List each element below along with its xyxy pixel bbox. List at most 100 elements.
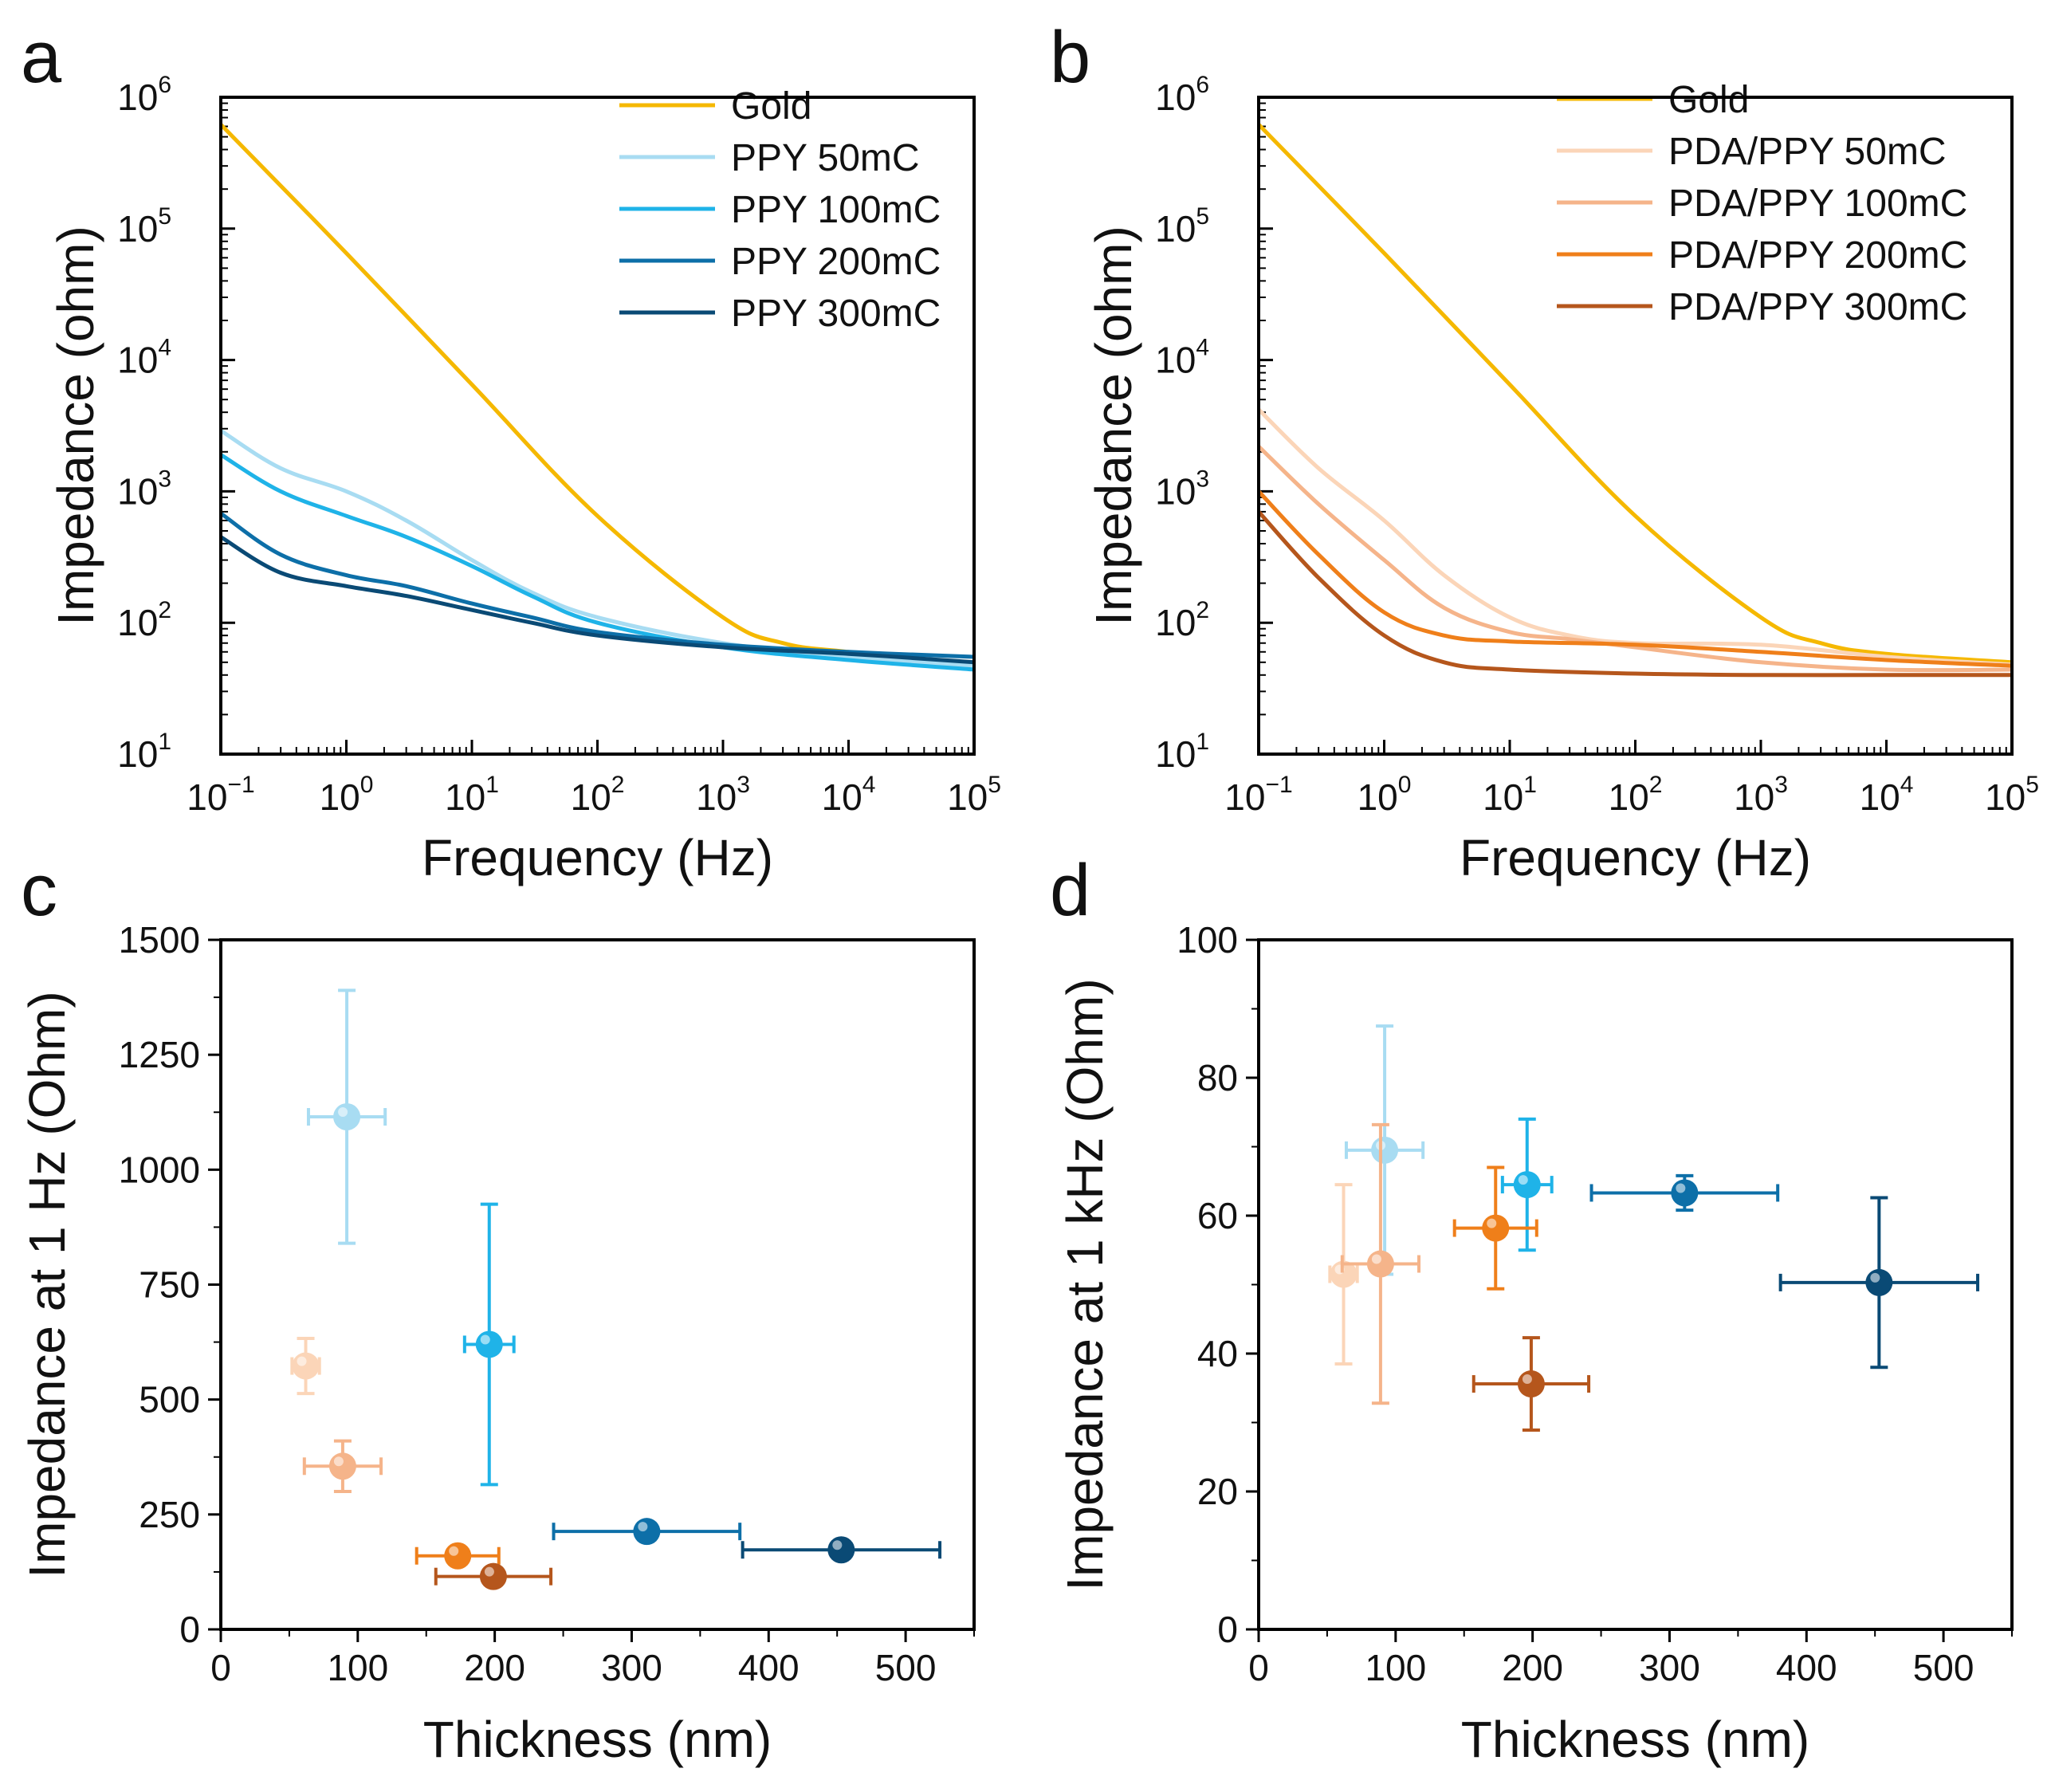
y-tick-label: 104 xyxy=(117,335,171,381)
x-tick-label: 100 xyxy=(320,772,374,818)
data-point-pda-ppy-50mc xyxy=(290,1336,321,1396)
data-point-ppy-50mc xyxy=(1344,1024,1425,1276)
y-tick-label: 80 xyxy=(1197,1057,1238,1098)
series-line-ppy-300mc xyxy=(221,535,974,665)
x-tick-label: 100 xyxy=(1365,1647,1426,1688)
marker xyxy=(1671,1179,1699,1207)
legend-label: PDA/PPY 200mC xyxy=(1668,234,1967,277)
marker xyxy=(1513,1171,1541,1199)
y-tick-label: 0 xyxy=(1217,1609,1238,1650)
x-tick-label: 500 xyxy=(875,1647,937,1688)
ticks: 10−1 100 101 102 103 104 105 101 102 103 104 105 106 xyxy=(117,72,1001,818)
legend-label: PPY 50mC xyxy=(731,137,920,179)
x-tick-label: 10−1 xyxy=(1224,772,1292,818)
marker xyxy=(444,1542,472,1570)
series-line-ppy-100mc xyxy=(221,453,974,672)
marker xyxy=(328,1452,356,1480)
data-point-ppy-200mc xyxy=(552,1518,742,1546)
y-tick-label: 0 xyxy=(179,1609,200,1650)
y-tick-label: 101 xyxy=(117,729,171,775)
data-point-pda-ppy-100mc xyxy=(1340,1122,1421,1405)
data-point-pda-ppy-300mc xyxy=(1471,1336,1591,1432)
legend-label: Gold xyxy=(1668,79,1749,121)
x-axis-title: Thickness (nm) xyxy=(1461,1711,1809,1768)
panel-letter: c xyxy=(21,850,57,931)
x-tick-label: 10−1 xyxy=(187,772,254,818)
legend-label: PPY 100mC xyxy=(731,189,941,231)
legend-label: PDA/PPY 300mC xyxy=(1668,286,1967,328)
y-tick-label: 104 xyxy=(1155,335,1209,381)
x-axis-title: Frequency (Hz) xyxy=(422,829,773,886)
marker-highlight xyxy=(1676,1183,1686,1193)
y-tick-label: 105 xyxy=(1155,203,1209,250)
marker-highlight xyxy=(1518,1175,1528,1185)
marker xyxy=(1482,1214,1510,1242)
y-tick-label: 1000 xyxy=(119,1149,200,1190)
x-tick-label: 104 xyxy=(1860,772,1914,818)
data-point-ppy-300mc xyxy=(741,1536,942,1564)
y-tick-label: 1500 xyxy=(119,919,200,961)
ticks: 0 100 200 300 400 500 0 20 40 60 80 100 xyxy=(1177,919,2013,1688)
x-axis-title: Frequency (Hz) xyxy=(1460,829,1811,886)
panel-letter: b xyxy=(1050,17,1090,98)
marker-highlight xyxy=(1371,1254,1381,1264)
x-tick-label: 104 xyxy=(822,772,876,818)
legend-label: Gold xyxy=(731,85,811,128)
y-tick-label: 750 xyxy=(139,1264,200,1306)
y-axis-title: Impedance at 1 kHz (Ohm) xyxy=(1056,978,1114,1590)
marker-highlight xyxy=(297,1356,307,1366)
x-tick-label: 103 xyxy=(696,772,750,818)
legend-label: PDA/PPY 50mC xyxy=(1668,131,1947,173)
y-tick-label: 103 xyxy=(1155,466,1209,512)
ticks: 10−1 100 101 102 103 104 105 101 102 103 104 105 106 xyxy=(1155,72,2039,818)
marker-highlight xyxy=(638,1522,648,1532)
marker-highlight xyxy=(449,1546,459,1556)
plot-area xyxy=(1259,123,2012,678)
panel-letter: a xyxy=(21,17,62,98)
marker-highlight xyxy=(1870,1272,1880,1283)
marker xyxy=(1371,1136,1399,1164)
x-tick-label: 103 xyxy=(1734,772,1788,818)
data-point-pda-ppy-200mc xyxy=(1452,1165,1538,1291)
marker-highlight xyxy=(1522,1374,1532,1385)
legend: Gold PPY 50mC PPY 100mC PPY 200mC PPY 300mC xyxy=(619,85,941,335)
panel-c: c 0 100 200 300 400 500 0 250 500 750 1000 1250 1500 T… xyxy=(18,850,976,1768)
x-tick-label: 105 xyxy=(1985,772,2039,818)
y-axis-title: Impedance at 1 Hz (Ohm) xyxy=(18,991,76,1578)
y-tick-label: 20 xyxy=(1197,1471,1238,1512)
marker xyxy=(827,1536,855,1564)
y-tick-label: 105 xyxy=(117,203,171,250)
panel-a: a10−1 100 101 102 103 104 10510110210310410510… xyxy=(21,17,1001,886)
y-tick-label: 106 xyxy=(117,72,171,118)
y-tick-label: 102 xyxy=(117,597,171,643)
x-axis-title: Thickness (nm) xyxy=(423,1711,772,1768)
plot-frame xyxy=(219,938,976,1631)
plot-area xyxy=(1328,1024,1980,1432)
marker-highlight xyxy=(333,1456,344,1467)
y-tick-label: 100 xyxy=(1177,919,1238,961)
series-line-gold xyxy=(1259,123,2012,665)
marker xyxy=(333,1103,361,1131)
x-tick-label: 102 xyxy=(571,772,625,818)
marker-highlight xyxy=(832,1540,843,1550)
series-line-pda-ppy-100mc xyxy=(1259,445,2012,673)
plot-frame xyxy=(1257,938,2014,1631)
marker-highlight xyxy=(480,1334,490,1345)
data-point-pda-ppy-100mc xyxy=(302,1439,383,1493)
x-tick-label: 300 xyxy=(1639,1647,1700,1688)
x-tick-label: 400 xyxy=(738,1647,800,1688)
marker xyxy=(1865,1268,1893,1296)
y-tick-label: 103 xyxy=(117,466,171,512)
panel-d: d 0 100 200 300 400 500 0 20 40 60 80 100 Thickness (… xyxy=(1050,850,2014,1768)
panel-letter: d xyxy=(1050,850,1090,931)
legend: Gold PDA/PPY 50mC PDA/PPY 100mC PDA/PPY 200… xyxy=(1557,79,1967,328)
x-tick-label: 101 xyxy=(1483,772,1537,818)
data-point-pda-ppy-50mc xyxy=(1328,1183,1359,1366)
data-point-pda-ppy-300mc xyxy=(434,1562,553,1590)
y-tick-label: 1250 xyxy=(119,1034,200,1075)
y-tick-label: 60 xyxy=(1197,1195,1238,1236)
panel-b: b10−1 100 101 102 103 104 10510110210310410510… xyxy=(1050,17,2039,886)
series-line-pda-ppy-50mc xyxy=(1259,407,2012,667)
legend-label: PPY 300mC xyxy=(731,293,941,335)
